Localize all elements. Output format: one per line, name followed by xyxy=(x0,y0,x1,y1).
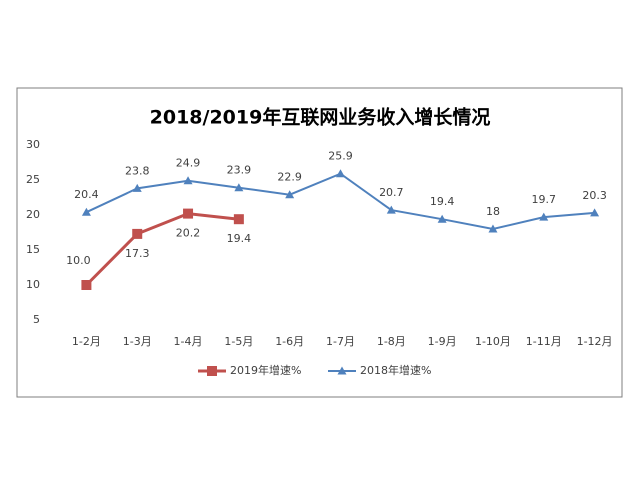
point xyxy=(183,208,194,219)
data-label: 18 xyxy=(486,205,500,218)
data-label: 23.9 xyxy=(227,164,252,177)
point xyxy=(386,205,396,214)
x-tick-label: 1-6月 xyxy=(275,335,304,348)
data-label: 20.2 xyxy=(176,227,201,240)
data-label: 19.4 xyxy=(227,232,252,245)
data-label: 19.7 xyxy=(532,193,557,206)
point xyxy=(81,280,92,290)
point xyxy=(132,228,143,239)
legend-label: 2018年增速% xyxy=(360,363,431,377)
x-tick-label: 1-3月 xyxy=(123,335,152,348)
data-label: 20.7 xyxy=(379,186,404,199)
y-tick-label: 10 xyxy=(26,278,40,291)
point xyxy=(590,208,600,217)
y-tick-label: 25 xyxy=(26,173,40,186)
x-tick-label: 1-10月 xyxy=(475,335,511,348)
data-label: 17.3 xyxy=(125,247,150,260)
point xyxy=(285,190,295,199)
data-label: 25.9 xyxy=(328,150,353,163)
data-label: 20.4 xyxy=(74,188,99,201)
chart-title: 2018/2019年互联网业务收入增长情况 xyxy=(150,106,491,129)
point xyxy=(81,207,91,216)
line xyxy=(85,212,240,287)
legend-marker xyxy=(337,366,347,375)
x-tick-label: 1-12月 xyxy=(577,335,613,348)
point xyxy=(437,214,447,223)
point xyxy=(539,212,549,221)
x-tick-label: 1-4月 xyxy=(174,335,203,348)
x-tick-label: 1-2月 xyxy=(72,335,101,348)
data-label: 20.3 xyxy=(582,189,607,202)
chart-frame xyxy=(16,87,623,398)
point xyxy=(234,183,244,192)
data-label: 24.9 xyxy=(176,157,201,170)
data-label: 22.9 xyxy=(277,171,302,184)
point xyxy=(183,176,193,185)
point xyxy=(336,169,345,178)
data-label: 19.4 xyxy=(430,195,455,208)
data-label: 23.8 xyxy=(125,164,150,177)
x-tick-label: 1-8月 xyxy=(377,335,406,348)
data-label: 10.0 xyxy=(66,254,91,267)
y-tick-label: 20 xyxy=(26,208,40,221)
legend-label: 2019年增速% xyxy=(230,363,301,377)
x-tick-label: 1-9月 xyxy=(428,335,457,348)
y-tick-label: 30 xyxy=(26,138,40,151)
point xyxy=(488,224,498,233)
y-tick-label: 5 xyxy=(33,313,40,326)
x-tick-label: 1-7月 xyxy=(326,335,355,348)
x-tick-label: 1-5月 xyxy=(224,335,253,348)
point xyxy=(233,214,244,225)
point xyxy=(132,183,142,192)
y-tick-label: 15 xyxy=(26,243,40,256)
x-tick-label: 1-11月 xyxy=(526,335,562,348)
legend-marker xyxy=(207,366,217,376)
